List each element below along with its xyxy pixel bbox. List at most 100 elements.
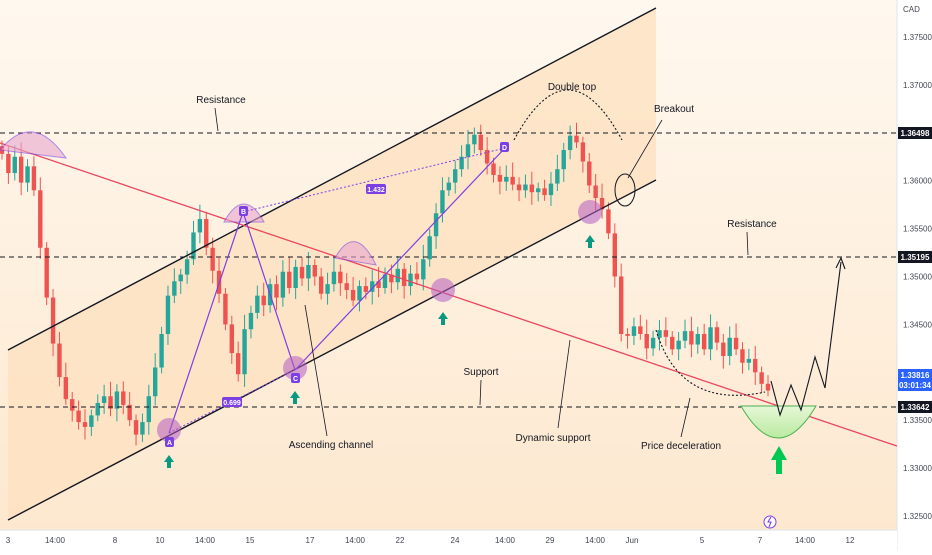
- candle-body: [338, 271, 343, 284]
- candle-body: [401, 268, 407, 287]
- candle-body: [510, 176, 515, 185]
- candle-body: [197, 219, 203, 233]
- candle-body: [178, 274, 183, 282]
- candle-body: [191, 232, 196, 260]
- label-dynamic-support: Dynamic support: [515, 433, 590, 444]
- projected-arrowhead: [835, 256, 846, 270]
- candle-body: [82, 422, 88, 427]
- time-tick-label: 14:00: [45, 536, 66, 545]
- candle-body: [89, 415, 94, 427]
- time-tick-label: 14:00: [795, 536, 816, 545]
- candle-body: [746, 358, 752, 363]
- green-cup: [740, 405, 817, 439]
- candle-body: [427, 236, 432, 260]
- double-top-arc: [513, 89, 623, 141]
- price-tick-label: 1.37500: [903, 33, 932, 42]
- price-tag-support: 1.33642: [898, 401, 932, 413]
- touch-circle-a: [157, 418, 181, 442]
- point-label-a: A: [165, 437, 174, 447]
- candle-body: [325, 284, 330, 294]
- pointer-resistance-top: [214, 107, 219, 132]
- time-tick-label: 3: [6, 536, 11, 545]
- candle-body: [561, 150, 566, 170]
- price-tick-label: 1.34500: [903, 320, 932, 329]
- candle-body: [657, 330, 662, 338]
- candle-body: [280, 271, 286, 298]
- breakout-circle: [614, 173, 636, 207]
- candle-body: [631, 326, 637, 336]
- candle-body: [670, 336, 675, 350]
- deceleration-arc: [655, 329, 766, 396]
- candle-body: [101, 396, 107, 403]
- candle-body: [127, 404, 132, 421]
- candle-body: [701, 333, 707, 350]
- candle-body: [599, 197, 605, 210]
- candle-body: [146, 396, 152, 423]
- candle-body: [529, 184, 535, 193]
- candle-body: [446, 182, 452, 191]
- candle-body: [523, 184, 528, 191]
- candle-body: [695, 333, 700, 345]
- candle-body: [721, 342, 726, 357]
- candle-body: [318, 276, 324, 294]
- svg-text:1.33816: 1.33816: [901, 371, 930, 380]
- candle-body: [644, 333, 649, 349]
- svg-text:0.699: 0.699: [223, 400, 241, 407]
- time-tick-label: 14:00: [345, 536, 366, 545]
- candle-body: [548, 183, 554, 196]
- candle-body: [223, 293, 228, 325]
- candle-body: [733, 337, 739, 350]
- candle-body: [408, 273, 413, 287]
- candle-body: [95, 402, 100, 416]
- candle-body: [625, 333, 630, 336]
- fib-ratio-ac: 0.699: [222, 397, 242, 407]
- candle-body: [331, 271, 337, 285]
- candle-body: [293, 266, 298, 288]
- up-arrows: [164, 235, 595, 468]
- svg-text:D: D: [502, 145, 507, 152]
- candle-body: [63, 377, 69, 400]
- price-tag-resistance-mid: 1.35195: [898, 251, 932, 263]
- candle-body: [689, 331, 694, 345]
- price-tick-label: 1.32500: [903, 512, 932, 521]
- candle-body: [274, 284, 279, 298]
- candle-body: [153, 367, 158, 397]
- price-tick-label: 1.33000: [903, 464, 932, 473]
- candle-body: [57, 343, 62, 378]
- svg-text:B: B: [241, 209, 246, 216]
- label-price-deceleration: Price deceleration: [641, 441, 721, 452]
- time-tick-label: 10: [156, 536, 165, 545]
- candle-body: [108, 396, 113, 409]
- fib-ratio-bd: 1.432: [366, 184, 386, 194]
- breakout-pointer: [627, 119, 663, 179]
- candle-body: [133, 420, 139, 435]
- candle-body: [172, 281, 177, 296]
- candle-body: [31, 166, 37, 191]
- time-tick-label: 17: [306, 536, 315, 545]
- price-tick-label: 1.35000: [903, 273, 932, 282]
- candles-layer: [0, 122, 771, 446]
- time-tick-label: 29: [546, 536, 555, 545]
- candle-body: [478, 134, 483, 151]
- label-support: Support: [463, 367, 498, 378]
- up-arrow-marker: [585, 235, 595, 248]
- candle-body: [714, 327, 720, 343]
- fib-dotted-bd: [242, 147, 506, 213]
- candle-body: [357, 286, 362, 301]
- channel-fill: [8, 8, 656, 520]
- lightning-icon[interactable]: [763, 515, 777, 529]
- candle-body: [433, 213, 439, 237]
- time-tick-label: 22: [396, 536, 405, 545]
- candle-body: [255, 295, 260, 313]
- candle-body: [567, 135, 573, 151]
- svg-text:03:01:34: 03:01:34: [899, 381, 932, 390]
- candle-body: [299, 266, 305, 279]
- channel-upper-line: [7, 7, 657, 351]
- big-up-arrow: [771, 446, 787, 474]
- price-tag-resistance-top: 1.36498: [898, 127, 932, 139]
- point-label-c: C: [291, 373, 300, 383]
- candle-body: [459, 156, 464, 170]
- time-tick-label: 14:00: [195, 536, 216, 545]
- svg-text:1.36498: 1.36498: [901, 129, 930, 138]
